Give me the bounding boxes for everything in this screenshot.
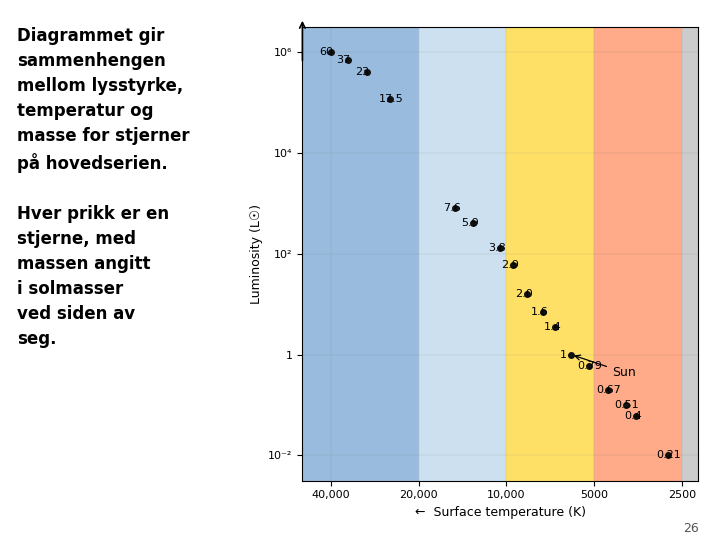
Text: Sun: Sun	[575, 355, 636, 379]
Text: 60: 60	[319, 47, 333, 57]
Text: 37: 37	[336, 55, 350, 65]
Text: 7.6: 7.6	[444, 203, 461, 213]
Text: 3.8: 3.8	[489, 243, 506, 253]
Text: 0.79: 0.79	[577, 361, 603, 371]
Y-axis label: Luminosity (L☉): Luminosity (L☉)	[250, 204, 263, 304]
Text: 0.67: 0.67	[596, 385, 621, 395]
Text: 1.4: 1.4	[544, 322, 562, 332]
Bar	[302, 27, 418, 481]
Text: 26: 26	[683, 522, 698, 535]
Bar	[682, 27, 711, 481]
Bar	[418, 27, 506, 481]
Text: 2.9: 2.9	[501, 260, 519, 270]
Text: 1: 1	[559, 349, 567, 360]
Bar	[594, 27, 682, 481]
Text: 17.5: 17.5	[379, 93, 403, 104]
X-axis label: ←  Surface temperature (K): ← Surface temperature (K)	[415, 506, 586, 519]
Text: 0.51: 0.51	[614, 400, 639, 410]
Text: 1.6: 1.6	[531, 307, 549, 317]
Text: Diagrammet gir
sammenhengen
mellom lysstyrke,
temperatur og
masse for stjerner
p: Diagrammet gir sammenhengen mellom lysst…	[17, 27, 190, 348]
Text: 0.21: 0.21	[656, 450, 681, 461]
Bar	[506, 27, 594, 481]
Text: 5.9: 5.9	[462, 219, 480, 228]
Text: 2.0: 2.0	[516, 289, 533, 299]
Text: 23: 23	[356, 68, 369, 77]
Text: 0.4: 0.4	[624, 411, 642, 421]
